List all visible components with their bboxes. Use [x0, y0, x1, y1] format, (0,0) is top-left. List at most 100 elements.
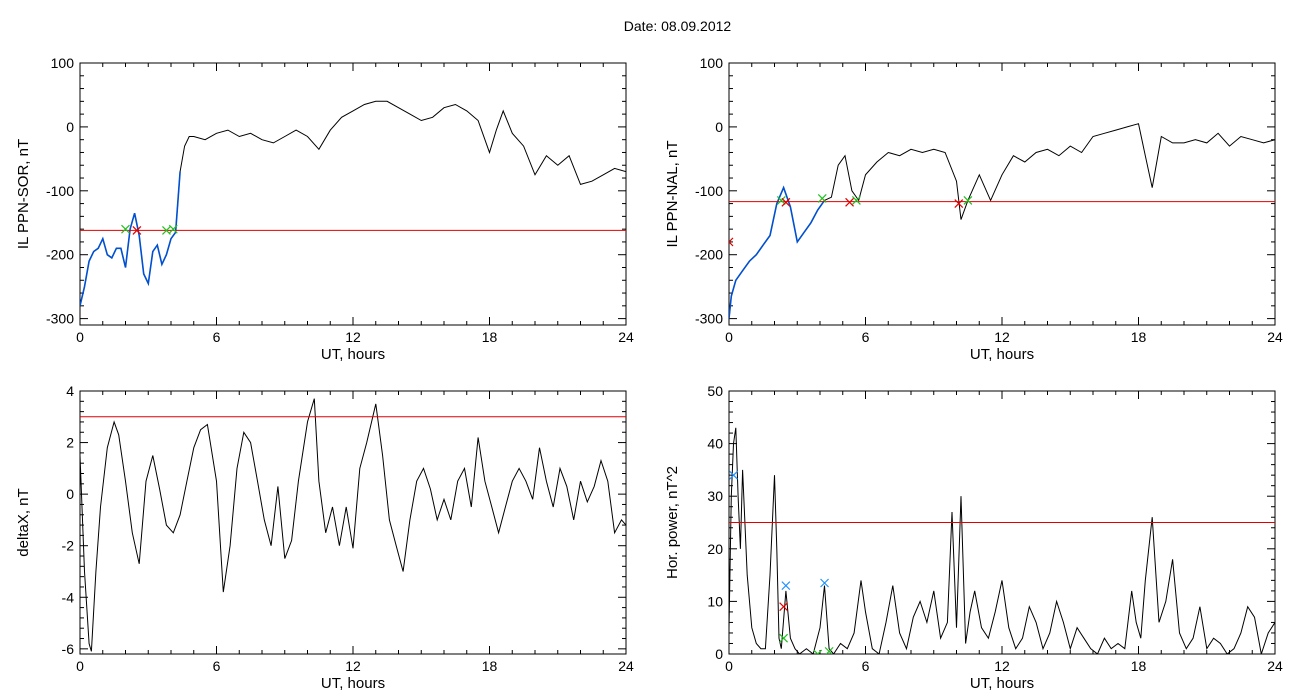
marker-stroke	[954, 199, 964, 209]
x-axis-label: UT, hours	[321, 346, 385, 363]
marker-stroke	[825, 646, 834, 654]
x-tick-label: 12	[994, 658, 1010, 674]
marker-green	[162, 226, 171, 235]
y-tick-label: 100	[700, 55, 724, 71]
marker-stroke	[851, 195, 861, 205]
marker-red	[845, 197, 854, 207]
y-axis-label: Hor. power, nT^2	[664, 466, 681, 579]
y-tick-label: 10	[707, 593, 723, 609]
x-tick-label: 6	[213, 658, 221, 674]
y-tick-label: 100	[51, 55, 75, 71]
marker-stroke	[162, 226, 171, 235]
marker-green	[813, 649, 823, 654]
x-tick-label: 18	[1131, 329, 1147, 345]
marker-stroke	[845, 197, 854, 207]
x-tick-label: 0	[725, 329, 733, 345]
y-tick-label: -6	[62, 641, 75, 657]
y-tick-label: 0	[66, 486, 74, 502]
y-tick-label: 2	[66, 435, 74, 451]
marker-stroke	[729, 237, 734, 243]
y-tick-label: -100	[46, 183, 74, 199]
x-tick-label: 18	[482, 658, 498, 674]
marker-red	[781, 197, 791, 207]
plot-frame	[79, 390, 627, 655]
marker-green	[824, 646, 834, 654]
plot-area	[729, 123, 1275, 319]
marker-red	[954, 199, 964, 209]
marker-green	[851, 195, 861, 205]
x-axis-label: UT, hours	[970, 346, 1034, 363]
x-tick-label: 6	[213, 329, 221, 345]
y-tick-label: -2	[62, 538, 75, 554]
x-tick-label: 6	[862, 329, 870, 345]
marker-blue	[820, 578, 829, 588]
marker-red	[132, 226, 142, 235]
marker-stroke	[132, 226, 142, 235]
highlight-segment	[80, 171, 181, 306]
x-tick-label: 24	[1267, 658, 1283, 674]
y-tick-label: -300	[695, 311, 723, 327]
marker-green	[817, 194, 827, 203]
marker-stroke	[817, 194, 827, 203]
y-tick-label: 20	[707, 541, 723, 557]
panel-2: 0 6 12 18 24 100 0 -100 -200 -300 UT, hours IL PPN-…	[664, 55, 1283, 363]
series-line	[80, 100, 626, 306]
plot-area	[80, 100, 626, 306]
panel-1: 0 6 12 18 24 100 0 -100 -200 -300 UT, hours IL PPN-…	[15, 55, 634, 363]
y-tick-label: 0	[715, 119, 723, 135]
x-tick-label: 0	[76, 329, 84, 345]
highlight-segment	[729, 185, 826, 319]
x-axis-label: UT, hours	[321, 675, 385, 692]
x-tick-label: 12	[345, 658, 361, 674]
marker-stroke	[781, 197, 791, 207]
marker-stroke	[121, 224, 130, 234]
marker-green	[121, 224, 130, 234]
x-tick-label: 0	[725, 658, 733, 674]
y-tick-label: -200	[46, 247, 74, 263]
y-tick-label: -4	[62, 589, 75, 605]
x-tick-label: 12	[994, 329, 1010, 345]
marker-green	[779, 633, 789, 643]
marker-stroke	[813, 649, 819, 654]
y-tick-label: -200	[695, 247, 723, 263]
y-tick-label: 30	[707, 488, 723, 504]
y-axis-label: IL PPN-SOR, nT	[15, 139, 32, 249]
panel-3: 0 6 12 18 24 4 2 0 -2 -4 -6 UT, hours deltaX, nT	[15, 383, 634, 692]
marker-stroke	[816, 649, 823, 654]
plot-area	[80, 398, 626, 652]
page-title: Date: 08.09.2012	[623, 18, 732, 34]
y-axis-label: IL PPN-NAL, nT	[664, 141, 681, 248]
marker-stroke	[729, 470, 738, 480]
plot-frame	[728, 62, 1276, 326]
x-tick-label: 0	[76, 658, 84, 674]
marker-stroke	[779, 633, 789, 643]
y-tick-label: -100	[695, 183, 723, 199]
plot-frame	[79, 62, 627, 326]
y-tick-label: 4	[66, 383, 74, 399]
x-axis-label: UT, hours	[970, 675, 1034, 692]
panel-4: 0 6 12 18 24 50 40 30 20 10 0 UT, hours Hor. power, …	[664, 383, 1283, 692]
x-tick-label: 18	[482, 329, 498, 345]
marker-green	[168, 224, 178, 234]
marker-stroke	[781, 581, 791, 591]
marker-stroke	[779, 602, 789, 612]
y-tick-label: 0	[66, 119, 74, 135]
plot-area	[729, 427, 1275, 654]
marker-blue	[781, 581, 791, 591]
y-tick-label: 40	[707, 436, 723, 452]
marker-blue	[729, 470, 738, 480]
marker-stroke	[729, 241, 734, 247]
marker-green	[963, 195, 973, 205]
marker-stroke	[168, 224, 178, 234]
x-tick-label: 6	[862, 658, 870, 674]
series-line	[729, 427, 1275, 654]
x-tick-label: 24	[618, 658, 634, 674]
y-tick-label: 0	[715, 646, 723, 662]
x-tick-label: 24	[1267, 329, 1283, 345]
marker-red	[729, 237, 734, 247]
marker-red	[779, 602, 789, 612]
x-tick-label: 12	[345, 329, 361, 345]
y-axis-label: deltaX, nT	[15, 488, 32, 556]
marker-green	[776, 195, 786, 205]
